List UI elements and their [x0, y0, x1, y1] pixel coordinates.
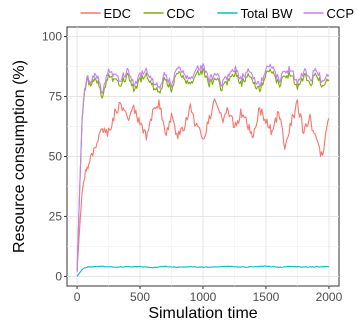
- y-tick-label: 0: [55, 269, 62, 283]
- y-axis-ticks: 0 25 50 75 100: [42, 30, 67, 283]
- x-tick-label: 0: [74, 290, 81, 304]
- x-tick-label: 2000: [316, 290, 343, 304]
- series-line-ccp: [76, 63, 330, 272]
- y-tick-label: 100: [42, 30, 62, 44]
- legend: EDC CDC Total BW CCP: [80, 6, 354, 21]
- legend-label-edc: EDC: [104, 6, 131, 21]
- x-axis-title: Simulation time: [148, 305, 257, 322]
- legend-label-ccp: CCP: [327, 6, 354, 21]
- series-line-edc: [76, 98, 330, 272]
- x-axis-ticks: 0 500 1000 1500 2000: [74, 286, 343, 304]
- x-tick-label: 1500: [253, 290, 280, 304]
- y-axis-title: Resource consumption (%): [11, 60, 28, 253]
- legend-label-cdc: CDC: [167, 6, 195, 21]
- x-tick-label: 1000: [190, 290, 217, 304]
- y-tick-label: 50: [49, 150, 63, 164]
- series-layer: [76, 63, 330, 277]
- x-tick-label: 500: [130, 290, 150, 304]
- series-line-cdc: [76, 67, 330, 272]
- y-tick-label: 25: [49, 209, 63, 223]
- y-tick-label: 75: [49, 90, 63, 104]
- series-line-total-bw: [76, 265, 329, 277]
- legend-label-total-bw: Total BW: [241, 6, 294, 21]
